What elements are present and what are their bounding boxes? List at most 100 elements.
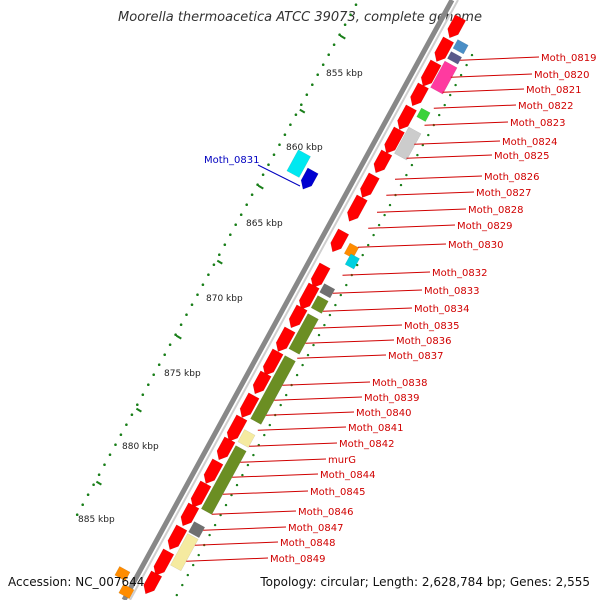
- gene-leader-line: [424, 121, 509, 126]
- gene-label[interactable]: Moth_0839: [364, 393, 419, 404]
- ruler-tick-dot: [234, 223, 237, 226]
- gene-label[interactable]: Moth_0849: [270, 554, 325, 565]
- ruler-tick-dot: [157, 363, 161, 367]
- gene-label[interactable]: Moth_0847: [288, 523, 343, 534]
- gc-dot: [438, 113, 441, 117]
- gene-arrow-forward: [410, 82, 430, 107]
- ruler-tick-major: [95, 480, 102, 486]
- ruler-tick-major: [175, 334, 182, 340]
- gene-label[interactable]: Moth_0829: [457, 221, 512, 232]
- ruler-tick-dot: [163, 353, 166, 357]
- ruler-tick-dot: [245, 203, 248, 206]
- gc-dot: [323, 323, 326, 327]
- gene-label[interactable]: Moth_0844: [320, 470, 375, 481]
- gene-label-highlight[interactable]: Moth_0831: [204, 155, 259, 166]
- gene-label[interactable]: Moth_0842: [339, 439, 394, 450]
- gene-arrow-forward: [167, 524, 188, 550]
- gc-dot: [388, 203, 392, 207]
- ruler-tick-dot: [103, 463, 106, 467]
- ruler-tick-major: [339, 34, 346, 40]
- ruler-label: 885 kbp: [78, 515, 115, 525]
- ruler-tick-dot: [174, 333, 177, 337]
- gene-label[interactable]: Moth_0832: [432, 268, 487, 279]
- ruler-tick-dot: [201, 283, 205, 287]
- gene-label[interactable]: Moth_0834: [414, 304, 469, 315]
- gene-leader-line: [274, 396, 363, 401]
- gene-label[interactable]: Moth_0820: [534, 70, 589, 81]
- gene-arrow-forward: [262, 348, 284, 376]
- gene-block: [394, 126, 422, 161]
- gene-arrow-forward: [347, 194, 368, 222]
- gc-dot: [252, 453, 255, 457]
- gene-leader-line: [414, 140, 501, 145]
- ruler-tick-dot: [207, 273, 210, 277]
- gene-label[interactable]: Moth_0845: [310, 487, 365, 498]
- gc-dot: [427, 133, 430, 137]
- gc-dot: [317, 333, 321, 337]
- gene-leader-line: [249, 442, 338, 447]
- gene-label[interactable]: Moth_0826: [484, 172, 539, 183]
- ruler-tick-dot: [321, 63, 325, 66]
- gc-dot: [285, 393, 288, 397]
- gene-arrow-forward: [190, 480, 212, 508]
- ruler-tick-dot: [316, 73, 320, 76]
- gene-label[interactable]: Moth_0840: [356, 408, 411, 419]
- gc-dot: [219, 513, 222, 517]
- gene-label[interactable]: Moth_0823: [510, 118, 565, 129]
- gc-dot: [328, 313, 332, 317]
- gene-label[interactable]: Moth_0828: [468, 205, 523, 216]
- highlight-gene-arrow: [300, 167, 319, 190]
- ruler-tick-dot: [349, 13, 352, 16]
- gene-label[interactable]: Moth_0821: [526, 85, 581, 96]
- gene-block: [288, 313, 319, 355]
- generated-marks: [75, 3, 540, 600]
- gene-block: [452, 39, 469, 55]
- gene-label-group: Moth_0819 Moth_0820 Moth_0821 Moth_0822 …: [270, 53, 596, 565]
- gene-leader-line: [376, 208, 467, 213]
- gc-dot: [235, 483, 239, 487]
- ruler-tick-dot: [147, 383, 150, 387]
- gene-leader-line: [282, 381, 371, 386]
- gene-block: [200, 445, 247, 515]
- gene-label[interactable]: Moth_0841: [348, 423, 403, 434]
- gene-label[interactable]: Moth_0846: [298, 507, 353, 518]
- gc-dot: [470, 53, 474, 57]
- gene-label[interactable]: Moth_0830: [448, 240, 503, 251]
- gc-dot: [443, 103, 446, 107]
- ruler-label: 870 kbp: [206, 294, 243, 304]
- gene-label[interactable]: Moth_0824: [502, 137, 557, 148]
- gene-arrow-forward: [143, 570, 163, 595]
- gene-label[interactable]: Moth_0822: [518, 101, 573, 112]
- gene-label[interactable]: Moth_0848: [280, 538, 335, 549]
- ruler-tick-dot: [185, 313, 188, 317]
- gene-arrow-forward: [384, 126, 405, 154]
- ruler-tick-dot: [278, 143, 281, 146]
- ruler-tick-dot: [223, 243, 227, 246]
- ruler-tick-dot: [229, 233, 232, 236]
- gene-label[interactable]: Moth_0827: [476, 188, 531, 199]
- ruler-tick-dot: [338, 33, 341, 36]
- gene-label[interactable]: murG: [328, 455, 356, 466]
- gene-label[interactable]: Moth_0819: [541, 53, 596, 64]
- gene-label[interactable]: Moth_0825: [494, 151, 549, 162]
- gene-leader-line: [265, 411, 355, 416]
- ruler-tick-dot: [196, 293, 199, 297]
- ruler-tick-dot: [300, 103, 303, 106]
- gc-dot: [405, 173, 408, 177]
- gene-label[interactable]: Moth_0833: [424, 286, 479, 297]
- ruler-tick-dot: [327, 53, 331, 56]
- gene-leader-line: [194, 541, 279, 546]
- gene-arrow-forward: [360, 172, 380, 198]
- accession-text: Accession: NC_007644: [8, 575, 145, 589]
- gene-leader-line: [342, 271, 431, 276]
- ruler-tick-dot: [125, 423, 128, 427]
- summary-text: Topology: circular; Length: 2,628,784 bp…: [260, 575, 590, 589]
- gene-label[interactable]: Moth_0835: [404, 321, 459, 332]
- gene-label[interactable]: Moth_0838: [372, 378, 427, 389]
- ruler-tick-major: [216, 259, 223, 265]
- gene-label[interactable]: Moth_0836: [396, 336, 451, 347]
- gene-leader-line: [240, 458, 327, 463]
- gene-label[interactable]: Moth_0837: [388, 351, 443, 362]
